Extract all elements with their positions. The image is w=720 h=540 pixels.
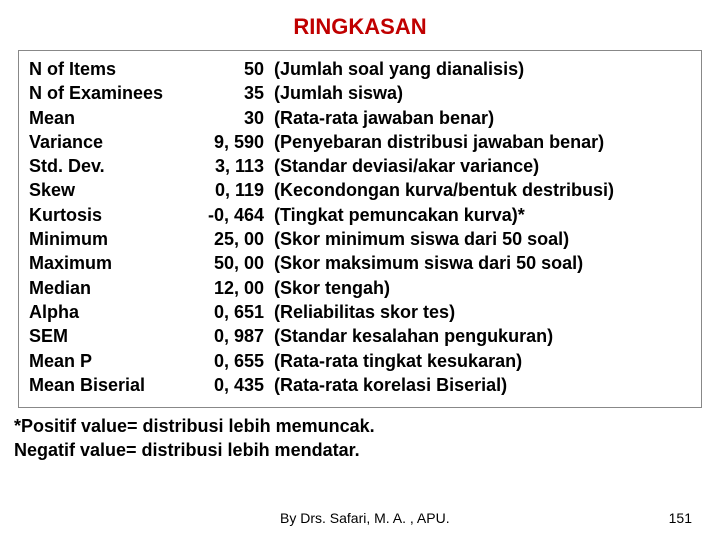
stat-label: Mean P bbox=[29, 349, 194, 373]
stat-description: (Skor maksimum siswa dari 50 soal) bbox=[274, 251, 691, 275]
stat-label: Mean Biserial bbox=[29, 373, 194, 397]
summary-row: Skew0, 119 (Kecondongan kurva/bentuk des… bbox=[29, 178, 691, 202]
stat-value: 9, 590 bbox=[194, 130, 274, 154]
summary-row: Alpha0, 651 (Reliabilitas skor tes) bbox=[29, 300, 691, 324]
footnote-line-1: *Positif value= distribusi lebih memunca… bbox=[14, 414, 702, 438]
summary-row: N of Examinees35(Jumlah siswa) bbox=[29, 81, 691, 105]
stat-description: (Standar kesalahan pengukuran) bbox=[274, 324, 691, 348]
stat-label: Minimum bbox=[29, 227, 194, 251]
stat-value: 0, 119 bbox=[194, 178, 274, 202]
summary-row: Variance9, 590 (Penyebaran distribusi ja… bbox=[29, 130, 691, 154]
stat-value: 50 bbox=[194, 57, 274, 81]
summary-row: Mean30 (Rata-rata jawaban benar) bbox=[29, 106, 691, 130]
stat-description: (Kecondongan kurva/bentuk destribusi) bbox=[274, 178, 691, 202]
stat-label: Alpha bbox=[29, 300, 194, 324]
stat-label: Std. Dev. bbox=[29, 154, 194, 178]
summary-box: N of Items50(Jumlah soal yang dianalisis… bbox=[18, 50, 702, 408]
stat-value: 3, 113 bbox=[194, 154, 274, 178]
stat-label: N of Items bbox=[29, 57, 194, 81]
stat-value: 0, 651 bbox=[194, 300, 274, 324]
stat-label: Kurtosis bbox=[29, 203, 194, 227]
stat-label: N of Examinees bbox=[29, 81, 194, 105]
stat-description: (Penyebaran distribusi jawaban benar) bbox=[274, 130, 691, 154]
stat-value: 0, 655 bbox=[194, 349, 274, 373]
summary-row: Mean Biserial0, 435 (Rata-rata korelasi … bbox=[29, 373, 691, 397]
stat-label: Skew bbox=[29, 178, 194, 202]
footnote: *Positif value= distribusi lebih memunca… bbox=[14, 414, 702, 463]
footnote-line-2: Negatif value= distribusi lebih mendatar… bbox=[14, 438, 702, 462]
stat-description: (Rata-rata jawaban benar) bbox=[274, 106, 691, 130]
stat-value: 35 bbox=[194, 81, 274, 105]
summary-row: Kurtosis-0, 464 (Tingkat pemuncakan kurv… bbox=[29, 203, 691, 227]
summary-row: Minimum25, 00 (Skor minimum siswa dari 5… bbox=[29, 227, 691, 251]
stat-label: Median bbox=[29, 276, 194, 300]
stat-value: 0, 987 bbox=[194, 324, 274, 348]
stat-value: -0, 464 bbox=[194, 203, 274, 227]
footer: By Drs. Safari, M. A. , APU. 151 bbox=[0, 510, 720, 526]
summary-row: Maximum50, 00 (Skor maksimum siswa dari … bbox=[29, 251, 691, 275]
summary-row: N of Items50(Jumlah soal yang dianalisis… bbox=[29, 57, 691, 81]
stat-description: (Tingkat pemuncakan kurva)* bbox=[274, 203, 691, 227]
summary-rows: N of Items50(Jumlah soal yang dianalisis… bbox=[29, 57, 691, 397]
summary-row: Std. Dev.3, 113 (Standar deviasi/akar va… bbox=[29, 154, 691, 178]
stat-value: 30 bbox=[194, 106, 274, 130]
summary-row: SEM0, 987 (Standar kesalahan pengukuran) bbox=[29, 324, 691, 348]
footer-author: By Drs. Safari, M. A. , APU. bbox=[280, 510, 450, 526]
stat-value: 25, 00 bbox=[194, 227, 274, 251]
stat-label: Variance bbox=[29, 130, 194, 154]
summary-row: Mean P0, 655 (Rata-rata tingkat kesukara… bbox=[29, 349, 691, 373]
stat-description: (Skor minimum siswa dari 50 soal) bbox=[274, 227, 691, 251]
stat-value: 0, 435 bbox=[194, 373, 274, 397]
stat-value: 50, 00 bbox=[194, 251, 274, 275]
stat-description: (Rata-rata korelasi Biserial) bbox=[274, 373, 691, 397]
stat-description: (Skor tengah) bbox=[274, 276, 691, 300]
stat-description: (Jumlah siswa) bbox=[274, 81, 691, 105]
stat-label: Mean bbox=[29, 106, 194, 130]
page-title: RINGKASAN bbox=[0, 0, 720, 50]
stat-description: (Rata-rata tingkat kesukaran) bbox=[274, 349, 691, 373]
stat-label: Maximum bbox=[29, 251, 194, 275]
stat-description: (Jumlah soal yang dianalisis) bbox=[274, 57, 691, 81]
stat-description: (Reliabilitas skor tes) bbox=[274, 300, 691, 324]
footer-page: 151 bbox=[669, 510, 692, 526]
stat-label: SEM bbox=[29, 324, 194, 348]
summary-row: Median12, 00 (Skor tengah) bbox=[29, 276, 691, 300]
stat-value: 12, 00 bbox=[194, 276, 274, 300]
stat-description: (Standar deviasi/akar variance) bbox=[274, 154, 691, 178]
